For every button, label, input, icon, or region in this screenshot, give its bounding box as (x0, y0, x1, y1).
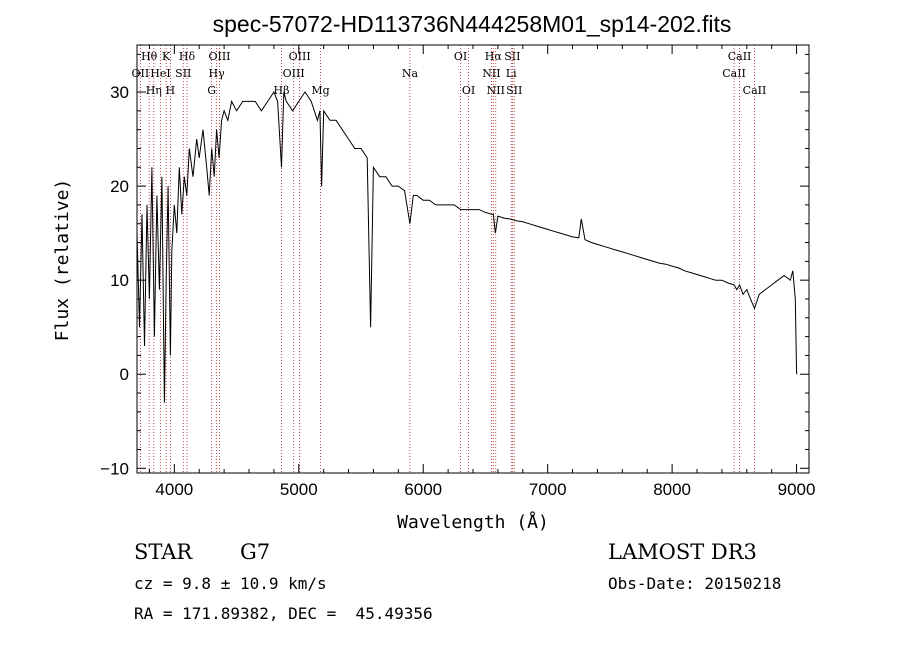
x-tick-label: 9000 (778, 480, 816, 499)
y-tick-label: 10 (110, 271, 129, 290)
y-tick-label: 20 (110, 177, 129, 196)
line-label: Na (402, 67, 419, 80)
line-label: Hδ (179, 50, 196, 63)
line-label: Hα (485, 50, 503, 63)
x-tick-label: 6000 (404, 480, 442, 499)
object-class: STAR (134, 540, 193, 564)
line-label: OI (454, 50, 467, 63)
line-label: G (207, 84, 216, 97)
y-axis: −10 0 10 20 30 (100, 53, 809, 478)
line-label: Hβ (274, 84, 290, 97)
line-label: OIII (289, 50, 311, 63)
line-label: OIII (208, 50, 230, 63)
line-label: HeI (150, 67, 170, 80)
line-label: Hθ (141, 50, 158, 63)
coordinates: RA = 171.89382, DEC = 45.49356 (134, 604, 433, 623)
line-label: Mg (311, 84, 329, 97)
chart-title: spec-57072-HD113736N444258M01_sp14-202.f… (213, 11, 732, 37)
line-label: NII (487, 84, 505, 97)
redshift-value: cz = 9.8 ± 10.9 km/s (134, 574, 327, 593)
x-tick-label: 7000 (529, 480, 567, 499)
line-markers: OIIHθHηHeIKHSIIHδGHγOIIIHβOIIIOIIIMgNaOI… (132, 45, 767, 473)
line-label: CaII (728, 50, 752, 63)
y-tick-label: −10 (100, 459, 129, 478)
line-label: Li (506, 67, 517, 80)
line-label: OI (462, 84, 475, 97)
line-label: Hη (146, 84, 162, 97)
y-axis-label: Flux (relative) (52, 179, 73, 342)
line-label: NII (482, 67, 500, 80)
x-tick-label: 4000 (155, 480, 193, 499)
line-label: CaII (743, 84, 767, 97)
line-label: SII (175, 67, 191, 80)
line-label: K (162, 50, 171, 63)
line-label: Hγ (209, 67, 226, 80)
line-label: SII (504, 50, 520, 63)
observation-date: Obs-Date: 20150218 (608, 574, 782, 593)
spectrum-line (136, 90, 798, 403)
y-tick-label: 30 (110, 83, 129, 102)
y-tick-label: 0 (120, 365, 129, 384)
x-axis: 4000 5000 6000 7000 8000 9000 (148, 45, 816, 499)
line-label: CaII (722, 67, 746, 80)
line-label: H (166, 84, 176, 97)
x-tick-label: 5000 (280, 480, 318, 499)
x-tick-label: 8000 (653, 480, 691, 499)
x-axis-label: Wavelength (Å) (397, 511, 549, 533)
line-label: SII (506, 84, 522, 97)
object-subclass: G7 (240, 540, 271, 564)
line-label: OIII (283, 67, 305, 80)
survey-name: LAMOST DR3 (608, 540, 757, 564)
